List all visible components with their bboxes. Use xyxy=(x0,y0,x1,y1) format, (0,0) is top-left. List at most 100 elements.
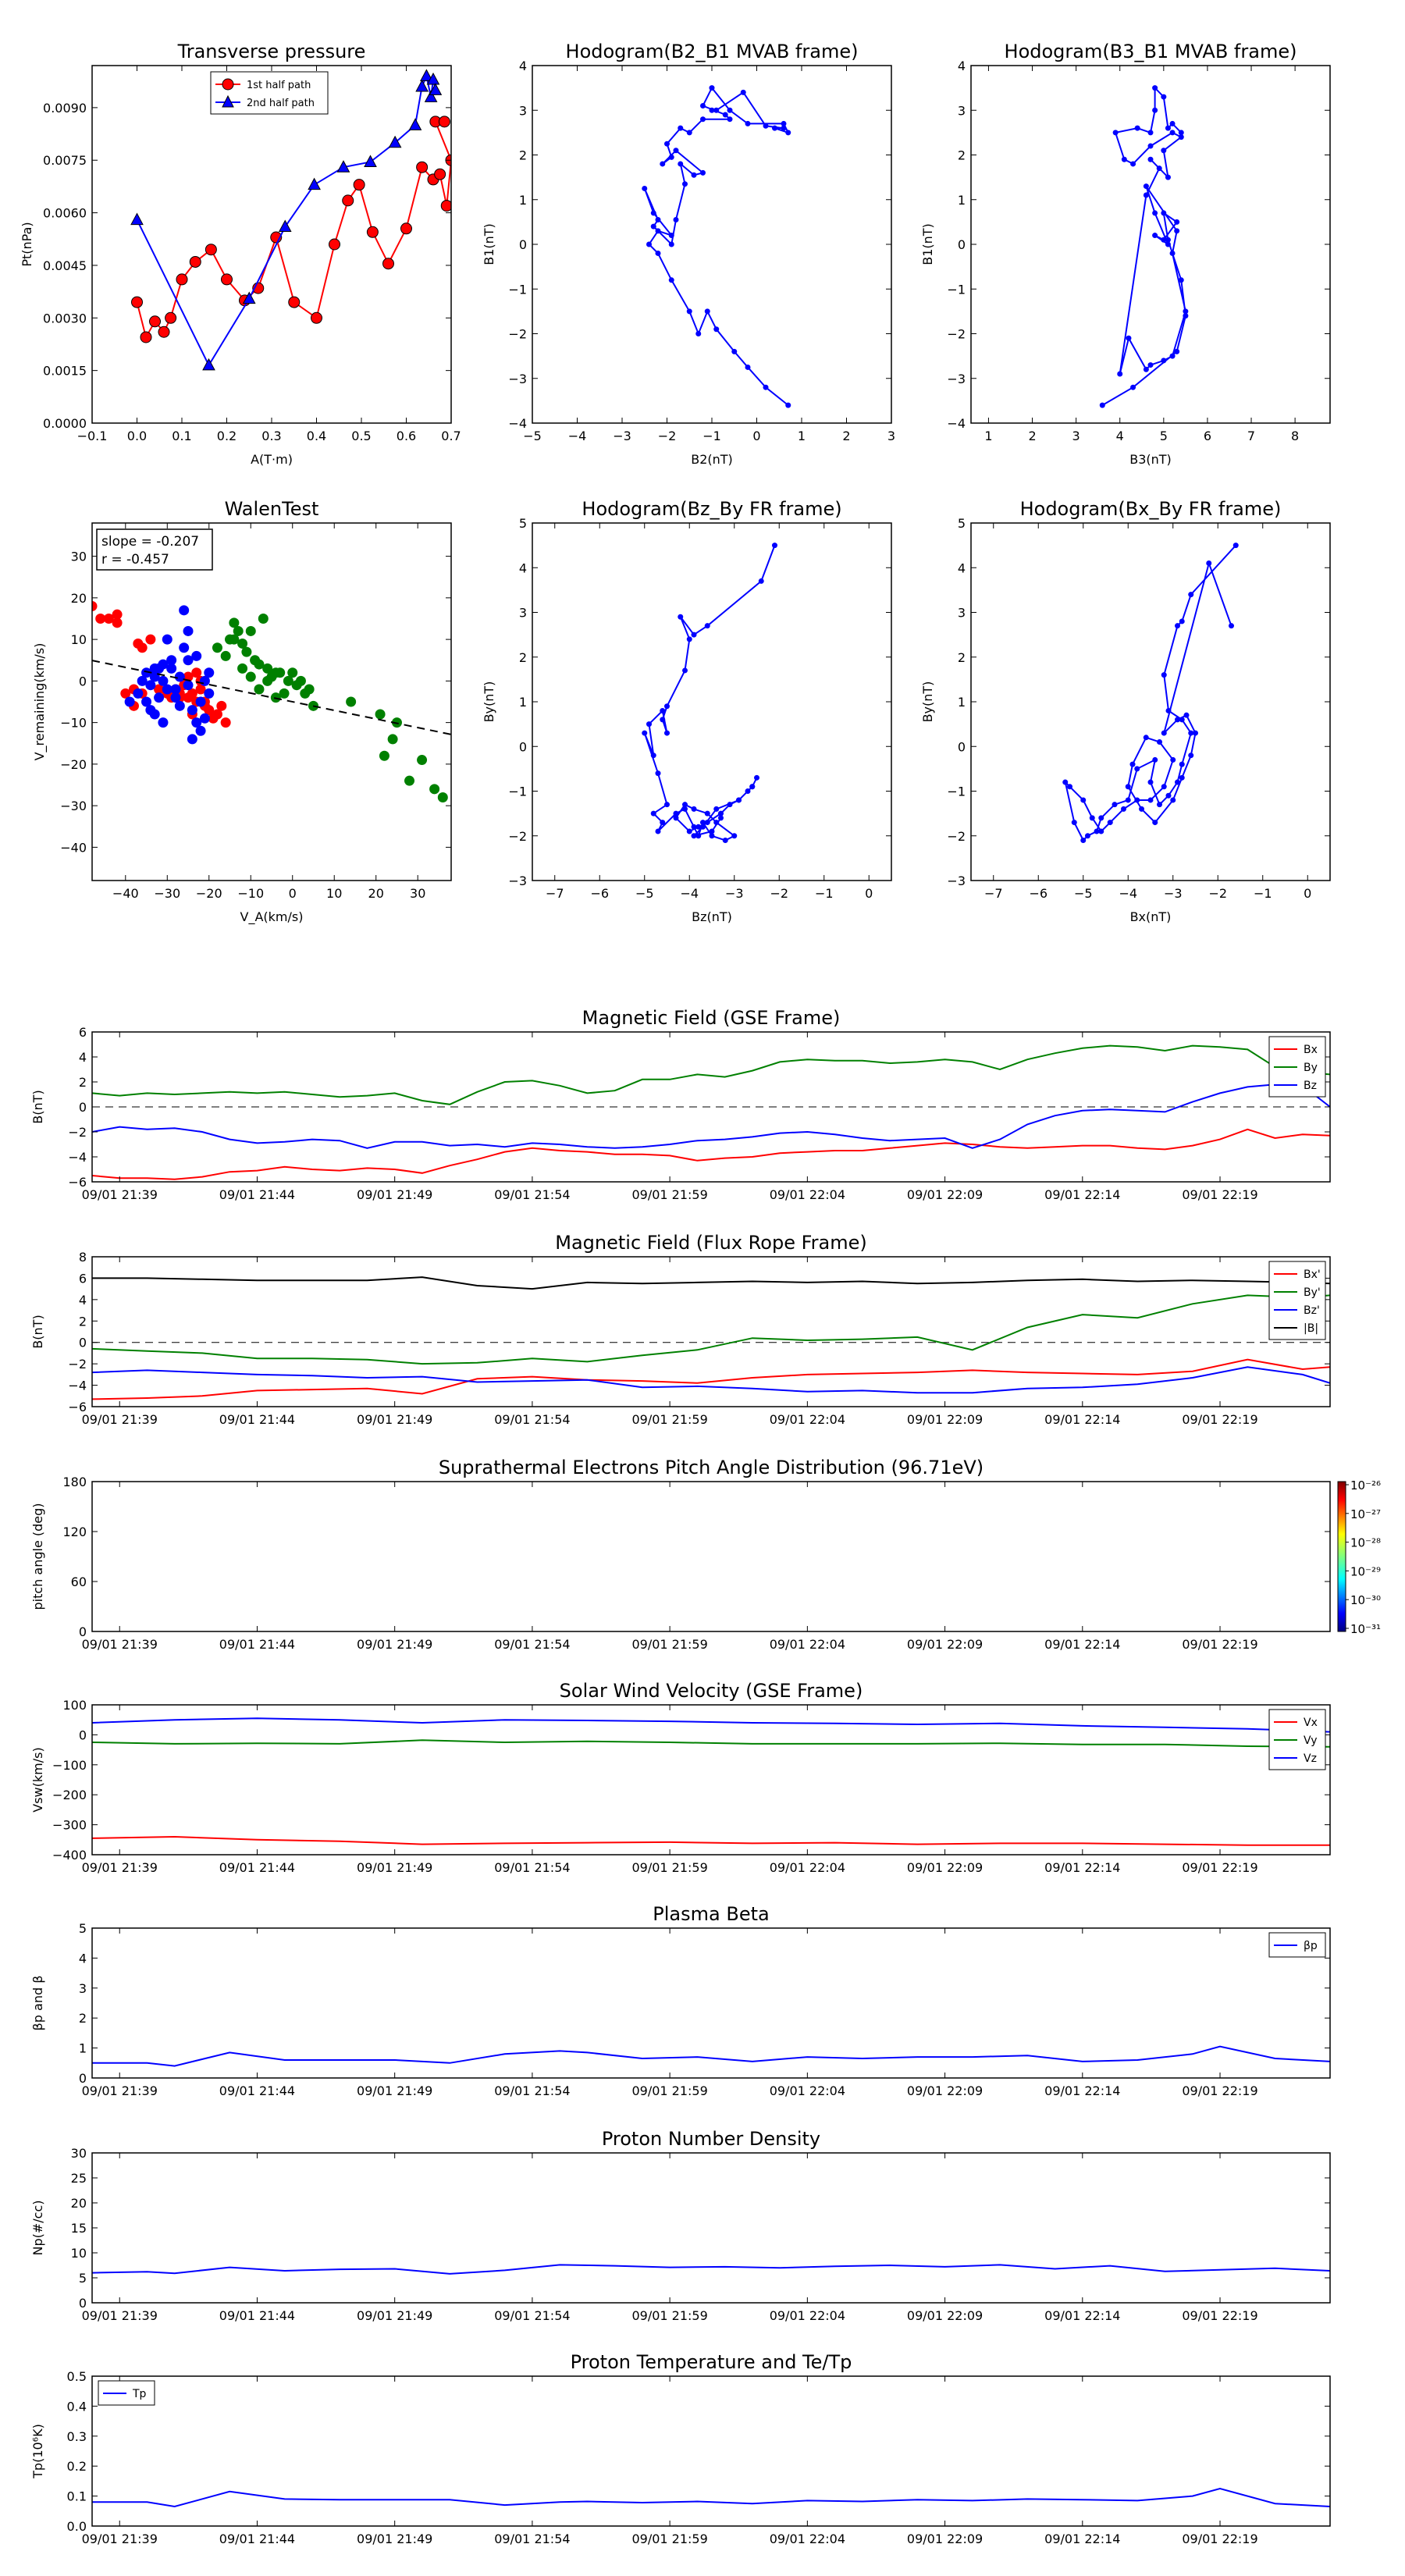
fr1-point xyxy=(731,833,738,839)
walen-point-2 xyxy=(379,750,389,761)
vsw-series-line-1 xyxy=(92,1739,1330,1748)
tp-point-2nd xyxy=(242,291,256,304)
np-xtick-label: 09/01 21:59 xyxy=(631,2308,707,2323)
fr2-point xyxy=(1098,815,1104,821)
fr1-point xyxy=(695,833,702,839)
walen-point-0 xyxy=(204,705,215,716)
fr1-xtick-label: 0 xyxy=(865,886,873,901)
fr2-point xyxy=(1193,730,1198,736)
walen-ytick-label: −30 xyxy=(60,799,87,813)
fr-ytick-label: −4 xyxy=(68,1379,87,1393)
walen-point-2 xyxy=(262,663,273,674)
fr1-point xyxy=(754,774,759,781)
fr2-point xyxy=(1179,761,1185,767)
fr2-point xyxy=(1229,623,1234,629)
h31-ytick-label: −3 xyxy=(947,372,966,386)
fr2-point xyxy=(1183,712,1190,718)
pad-xtick-label: 09/01 21:54 xyxy=(494,1637,570,1652)
np-ytick-label: 0 xyxy=(79,2296,87,2311)
fr1-point xyxy=(772,543,777,549)
walen-point-0 xyxy=(92,601,98,612)
walen-point-1 xyxy=(137,675,148,686)
fr2-xlabel: Bx(nT) xyxy=(1130,909,1172,924)
tp2-xtick-label: 09/01 21:39 xyxy=(82,2532,158,2546)
vsw-xtick-label: 09/01 21:54 xyxy=(494,1860,570,1875)
vsw-xtick-label: 09/01 21:49 xyxy=(357,1860,432,1875)
vsw-ytick-label: −200 xyxy=(52,1788,87,1802)
fr2-ytick-label: −3 xyxy=(947,873,966,888)
beta-legend-label: βp xyxy=(1304,1940,1318,1952)
beta-plot-area xyxy=(92,2045,1330,2067)
walen-point-1 xyxy=(174,671,185,682)
walen-point-1 xyxy=(141,667,152,678)
h23-point xyxy=(785,402,791,408)
fr2-point xyxy=(1161,672,1167,678)
walen-point-1 xyxy=(170,684,181,695)
h23-title: Hodogram(B2_B1 MVAB frame) xyxy=(566,41,859,62)
h23-point xyxy=(713,326,720,333)
walen-point-2 xyxy=(346,696,357,707)
tp2-xtick-label: 09/01 21:49 xyxy=(357,2532,432,2546)
walen-point-2 xyxy=(229,634,240,645)
np-title: Proton Number Density xyxy=(602,2128,820,2150)
h23-point xyxy=(682,181,688,187)
pad-xtick-label: 09/01 21:44 xyxy=(219,1637,295,1652)
fr1-point xyxy=(700,824,706,830)
h23-point xyxy=(745,120,751,126)
walen-point-1 xyxy=(162,634,173,645)
tp-ytick-label: 0.0030 xyxy=(43,311,87,326)
vsw-ytick-label: −300 xyxy=(52,1818,87,1833)
fr1-ytick-label: 4 xyxy=(519,560,527,575)
fr-series-line-2 xyxy=(92,1366,1330,1394)
gse-title: Magnetic Field (GSE Frame) xyxy=(582,1007,841,1029)
gse-xtick-label: 09/01 21:44 xyxy=(219,1187,295,1202)
fr1-point xyxy=(691,806,697,812)
h31-point xyxy=(1152,85,1158,91)
fr1-xtick-label: −6 xyxy=(590,886,609,901)
h23-xtick-label: 3 xyxy=(887,429,895,443)
fr2-point xyxy=(1165,707,1172,713)
h31-xtick-label: 3 xyxy=(1072,429,1080,443)
h23-xtick-label: 2 xyxy=(842,429,850,443)
h31-point xyxy=(1112,130,1119,136)
fr2-point xyxy=(1121,806,1126,812)
fr1-point xyxy=(686,828,692,834)
walen-ylabel: V_remaining(km/s) xyxy=(32,643,48,761)
fr2-point xyxy=(1175,717,1180,723)
h31-point xyxy=(1183,308,1189,315)
h31-point xyxy=(1174,228,1180,234)
pad-xtick-label: 09/01 21:49 xyxy=(357,1637,432,1652)
tp2-xtick-label: 09/01 21:44 xyxy=(219,2532,295,2546)
tp-xlabel: A(T·m) xyxy=(251,452,293,467)
h23-point xyxy=(678,161,684,167)
walen-point-2 xyxy=(429,784,440,795)
h31-point xyxy=(1174,219,1180,225)
pad-xtick-label: 09/01 21:39 xyxy=(82,1637,158,1652)
tp2-xtick-label: 09/01 21:54 xyxy=(494,2532,570,2546)
tp-xtick-label: 0.3 xyxy=(261,429,281,443)
fr-legend-label: By' xyxy=(1304,1286,1321,1299)
fr2-xtick-label: −1 xyxy=(1254,886,1272,901)
walen-point-2 xyxy=(233,625,244,636)
fr1-point xyxy=(673,815,679,821)
gse-xtick-label: 09/01 21:49 xyxy=(357,1187,432,1202)
walen-ytick-label: −20 xyxy=(60,757,87,772)
fr1-point xyxy=(709,828,715,834)
walen-point-1 xyxy=(158,717,169,728)
tp-point-2nd xyxy=(388,135,402,148)
h31-point xyxy=(1178,130,1184,136)
h23-xtick-label: 1 xyxy=(798,429,806,443)
h23-point xyxy=(700,103,706,109)
tp2-xtick-label: 09/01 21:59 xyxy=(631,2532,707,2546)
walen-point-1 xyxy=(124,696,135,707)
np-ytick-label: 5 xyxy=(79,2271,87,2286)
h31-point xyxy=(1169,130,1176,136)
pad-frame xyxy=(91,1481,1331,1632)
h23-point xyxy=(655,250,661,256)
fr2-point xyxy=(1107,820,1113,826)
walen-annotation-r: r = -0.457 xyxy=(101,552,169,568)
gse-ytick-label: −6 xyxy=(68,1175,87,1190)
fr1-point xyxy=(704,820,710,826)
h23-point xyxy=(686,130,692,136)
